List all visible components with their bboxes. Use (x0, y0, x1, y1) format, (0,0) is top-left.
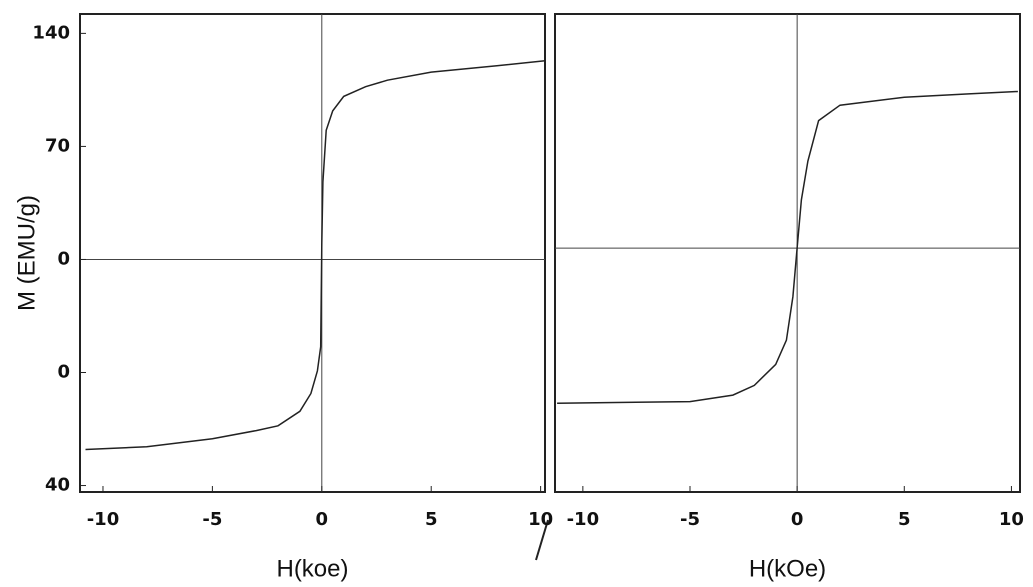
x-tick-label: 0 (316, 509, 329, 530)
x-axis-label: H(koe) (276, 555, 348, 582)
x-tick-label: -10 (567, 509, 600, 530)
x-axis-label: H(kOe) (749, 555, 826, 582)
y-tick-label: 70 (45, 135, 70, 156)
y-tick-label: 140 (32, 22, 70, 43)
x-tick-label: -5 (202, 509, 222, 530)
plot-frame (79, 13, 546, 493)
y-axis-label: M (EMU/g) (13, 195, 40, 311)
y-tick-label: 0 (57, 362, 70, 383)
curve (557, 90, 1018, 404)
x-tick-label: 5 (898, 509, 911, 530)
y-tick-label: 40 (45, 475, 70, 496)
plot-frame (554, 13, 1021, 493)
x-tick-label: 10 (999, 509, 1024, 530)
x-tick-label: 10 (528, 509, 553, 530)
x-tick-label: -10 (87, 509, 120, 530)
x-tick-label: -5 (680, 509, 700, 530)
x-tick-label: 5 (425, 509, 438, 530)
curve (85, 60, 546, 451)
y-tick-label: 0 (57, 248, 70, 269)
separator (535, 519, 549, 561)
x-tick-label: 0 (791, 509, 804, 530)
